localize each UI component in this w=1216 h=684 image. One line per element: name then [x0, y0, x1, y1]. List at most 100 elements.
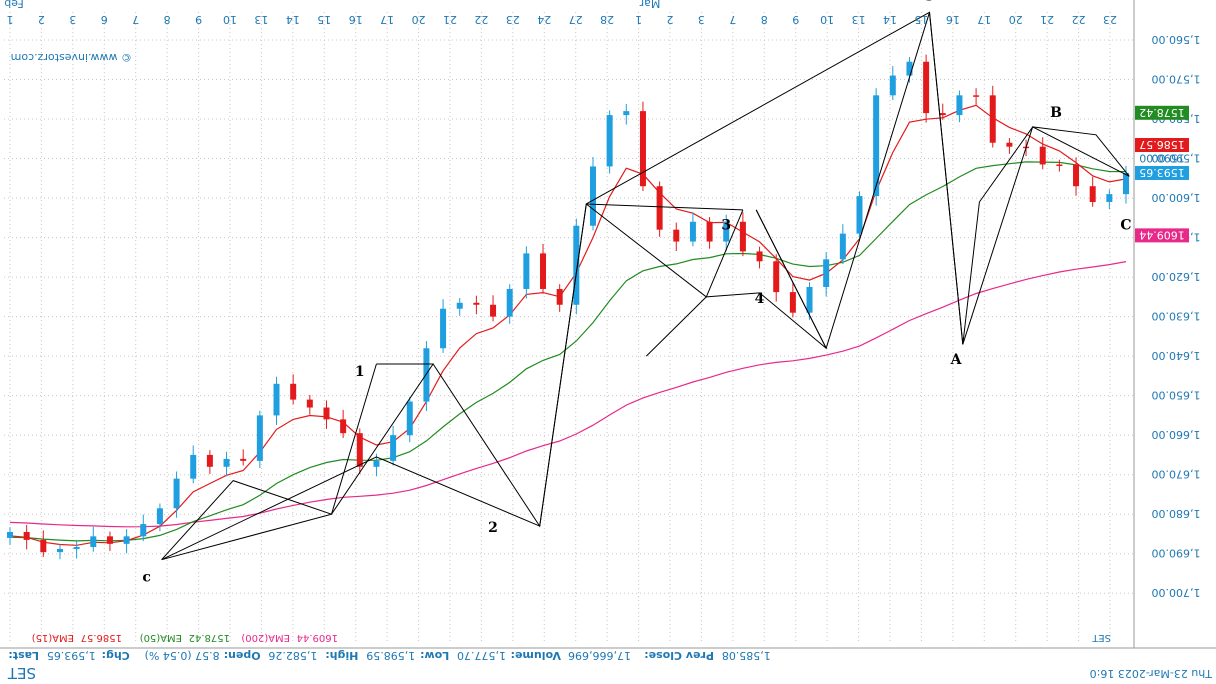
candle-body: [490, 304, 497, 317]
info-value: 1,585.08: [722, 649, 771, 662]
x-tick-label: 15: [914, 13, 928, 26]
candle-body: [456, 302, 463, 309]
candle-body: [540, 253, 547, 289]
x-tick-label: 20: [412, 13, 426, 26]
x-tick-label: 15: [317, 13, 331, 26]
x-tick-label: 8: [164, 13, 171, 26]
legend-value: 1578.42: [189, 632, 230, 643]
month-label: Mar: [639, 0, 660, 10]
info-value: 1,582.26: [268, 649, 317, 662]
x-tick-label: 21: [443, 13, 457, 26]
x-tick-label: 27: [569, 13, 583, 26]
candle-body: [923, 61, 930, 114]
candle-body: [423, 348, 430, 402]
x-tick-label: 9: [792, 13, 799, 26]
info-value: 17,666,696: [568, 649, 631, 662]
x-tick-label: 22: [1072, 13, 1086, 26]
candle-body: [956, 95, 963, 116]
y-tick-label: 1,620.00: [1152, 270, 1201, 283]
x-tick-label: 9: [195, 13, 202, 26]
candle-body: [989, 95, 996, 143]
candle-body: [140, 524, 147, 537]
date-info: Thu 23-Mar-2023 16:0: [1090, 667, 1213, 680]
price-tags: 1578.42 1586.57 1593.65 1609.44 1590.00: [1135, 105, 1189, 243]
x-tick-label: 13: [852, 13, 866, 26]
candle-body: [273, 383, 280, 416]
candle-body: [756, 251, 763, 262]
ema50-price-tag-text: 1578.42: [1139, 106, 1185, 119]
info-label: Open:: [224, 649, 261, 662]
watermark: © www.investorz.com: [11, 51, 132, 64]
candle-body: [306, 399, 313, 408]
info-label: Chg:: [102, 649, 130, 662]
candle-body: [223, 458, 230, 467]
x-tick-label: 23: [506, 13, 520, 26]
elliott-wave-lines: [161, 11, 1130, 561]
candle-body: [240, 458, 247, 461]
candle-body: [1123, 172, 1129, 195]
info-value: 1,598.59: [366, 649, 415, 662]
symbol-title: SET: [7, 664, 36, 680]
x-tick-label: 10: [223, 13, 237, 26]
x-tick-label: 1: [7, 13, 14, 26]
wave-label-1: 1: [355, 364, 365, 380]
wave-line: [539, 203, 743, 527]
candle-body: [106, 536, 113, 544]
candle-body: [356, 433, 363, 467]
candle-body: [1039, 146, 1046, 165]
candle-body: [256, 415, 263, 461]
candle-body: [739, 221, 746, 252]
candle-body: [73, 547, 80, 549]
x-tick-label: 3: [69, 13, 76, 26]
candle-body: [1089, 186, 1096, 203]
ema50-price-tag: [1135, 105, 1189, 120]
candle-body: [473, 302, 480, 305]
x-tick-label: 28: [600, 13, 614, 26]
wave-line: [962, 126, 1034, 345]
candle-body: [1106, 194, 1113, 203]
candle-body: [440, 308, 447, 349]
y-tick-label: 1,690.00: [1152, 547, 1201, 560]
wave-label-4: 4: [755, 291, 765, 307]
wave-line: [585, 203, 744, 298]
y-axis: 1,560.001,570.001,580.001,590.001,600.00…: [1152, 33, 1201, 599]
candle-body: [656, 186, 663, 230]
candle-body: [823, 259, 830, 287]
info-label: Last:: [8, 649, 39, 662]
legend-name: EMA(200): [241, 632, 290, 643]
candle-body: [839, 233, 846, 260]
candle-body: [623, 111, 630, 116]
candle-body: [1006, 142, 1013, 147]
x-tick-label: 16: [946, 13, 960, 26]
x-tick-label: 24: [537, 13, 551, 26]
candle-body: [706, 221, 713, 242]
wave-label-5: 5: [925, 0, 935, 4]
info-label: High:: [325, 649, 358, 662]
partial-price-label: 1590.00: [1139, 152, 1185, 165]
legend-name: EMA(15): [32, 632, 74, 643]
legend-name: EMA(50): [140, 632, 182, 643]
x-tick-label: 6: [101, 13, 108, 26]
y-tick-label: 1,630.00: [1152, 310, 1201, 323]
x-tick-label: 8: [761, 13, 768, 26]
x-tick-label: 17: [977, 13, 991, 26]
info-bar: Last: 1,593.65 Chg: 8.57 (0.54 %) Open: 1,582…: [7, 649, 1213, 682]
candle-body: [806, 286, 813, 313]
candle-body: [190, 454, 197, 479]
legend-value: 1609.44: [297, 632, 338, 643]
ema200-price-tag: [1135, 228, 1189, 243]
ema50-path: [9, 161, 1127, 542]
candle-body: [23, 531, 30, 540]
candle-body: [973, 95, 980, 97]
candle-body: [373, 460, 380, 467]
info-value: 1,593.65: [47, 649, 96, 662]
x-tick-label: 22: [474, 13, 488, 26]
x-tick-label: 7: [729, 13, 736, 26]
x-tick-label: 13: [254, 13, 268, 26]
candle-body: [56, 548, 63, 553]
ema50-line: [9, 161, 1127, 542]
candle-body: [1056, 164, 1063, 166]
y-tick-label: 1,680.00: [1152, 507, 1201, 520]
